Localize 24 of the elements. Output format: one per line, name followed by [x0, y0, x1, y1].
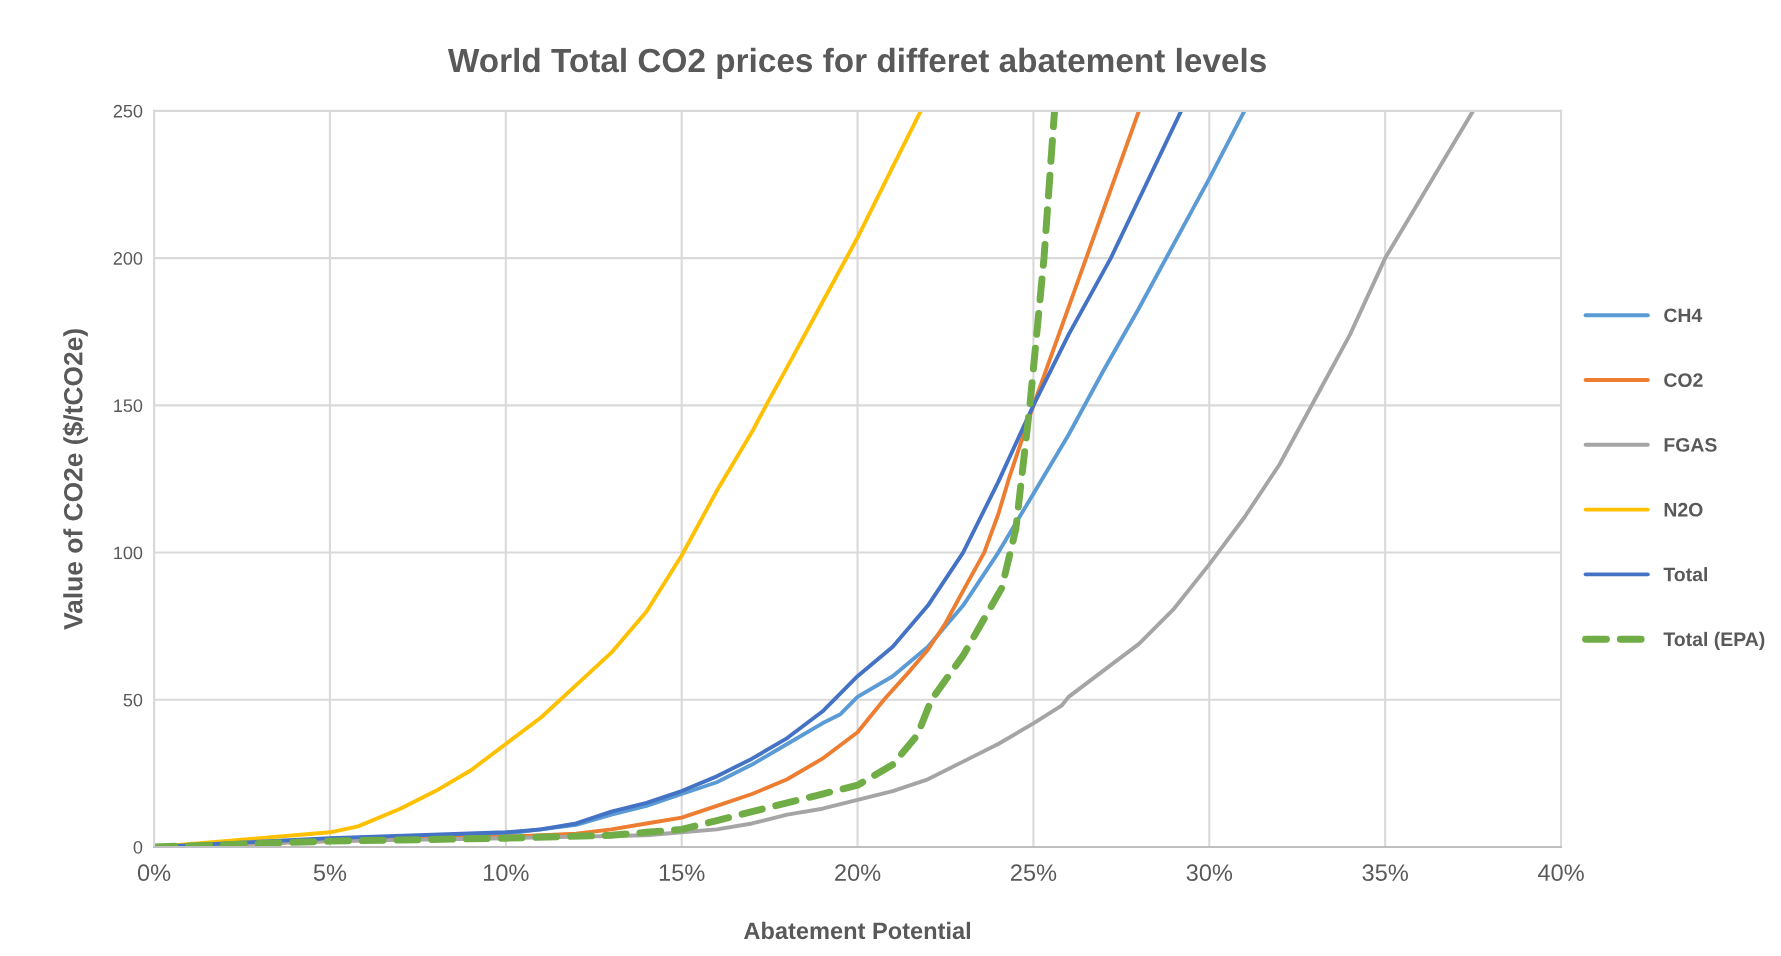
legend-label: Total (EPA): [1663, 631, 1765, 650]
x-tick-label: 0%: [137, 864, 171, 882]
y-tick-label: 50: [123, 693, 143, 707]
x-tick-label: 15%: [659, 864, 705, 882]
legend-label: FGAS: [1664, 438, 1717, 452]
y-tick-label: 150: [114, 399, 143, 413]
legend-label: N2O: [1664, 502, 1703, 517]
x-tick-label: 5%: [313, 864, 347, 882]
y-tick-label: 250: [113, 104, 143, 118]
x-tick-label: 10%: [483, 864, 529, 882]
x-axis-title: Abatement Potential: [744, 921, 971, 940]
x-tick-label: 20%: [835, 864, 881, 882]
x-tick-label: 35%: [1362, 864, 1408, 882]
y-tick-label: 0: [133, 840, 143, 854]
legend-label: CO2: [1664, 373, 1703, 387]
x-tick-label: 30%: [1186, 864, 1233, 882]
legend-label: CH4: [1664, 308, 1703, 323]
x-tick-label: 40%: [1537, 864, 1584, 882]
y-tick-label: 100: [114, 546, 143, 560]
legend-label: Total: [1663, 567, 1707, 582]
chart-title: World Total CO2 prices for differet abatement levels: [447, 47, 1266, 79]
y-axis-title: Value of CO2e ($/tCO2e): [62, 329, 88, 630]
y-tick-label: 200: [113, 252, 143, 265]
x-tick-label: 25%: [1010, 864, 1057, 882]
